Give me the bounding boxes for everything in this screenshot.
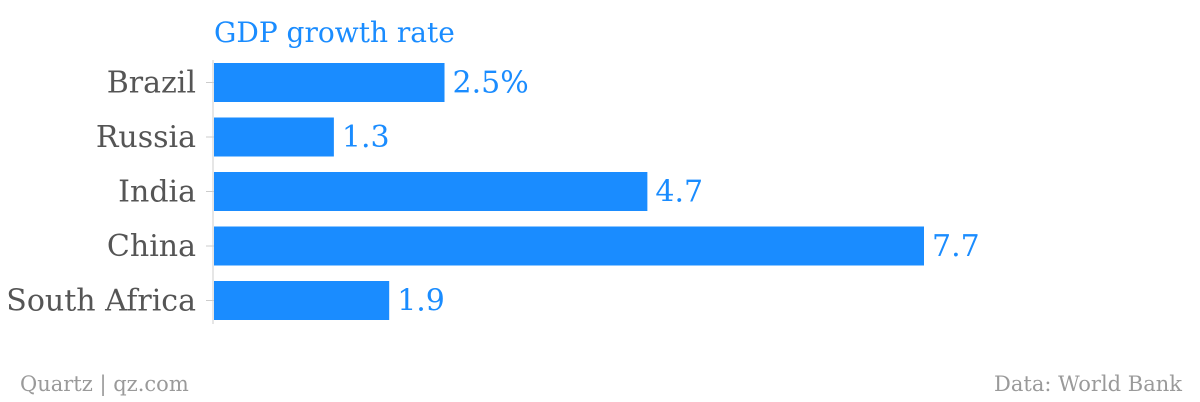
value-label-brazil: 2.5% xyxy=(453,66,529,101)
category-label-russia: Russia xyxy=(96,120,196,155)
value-label-russia: 1.3 xyxy=(342,120,390,155)
category-label-china: China xyxy=(107,229,196,264)
value-label-india: 4.7 xyxy=(655,175,703,210)
footer-source-right: Data: World Bank xyxy=(994,372,1182,396)
series-title: GDP growth rate xyxy=(214,16,455,49)
category-label-india: India xyxy=(118,175,196,210)
bar-india xyxy=(214,172,648,211)
value-label-south-africa: 1.9 xyxy=(397,284,445,319)
bar-brazil xyxy=(214,63,445,102)
footer-source-left: Quartz | qz.com xyxy=(20,372,189,397)
bar-south-africa xyxy=(214,281,390,320)
category-label-south-africa: South Africa xyxy=(6,284,196,319)
bar-russia xyxy=(214,117,334,157)
value-label-china: 7.7 xyxy=(932,229,980,264)
bar-china xyxy=(214,226,924,266)
bars-group: Brazil 2.5% Russia 1.3 India 4.7 China 7.7 South… xyxy=(6,63,980,320)
category-label-brazil: Brazil xyxy=(107,66,196,101)
